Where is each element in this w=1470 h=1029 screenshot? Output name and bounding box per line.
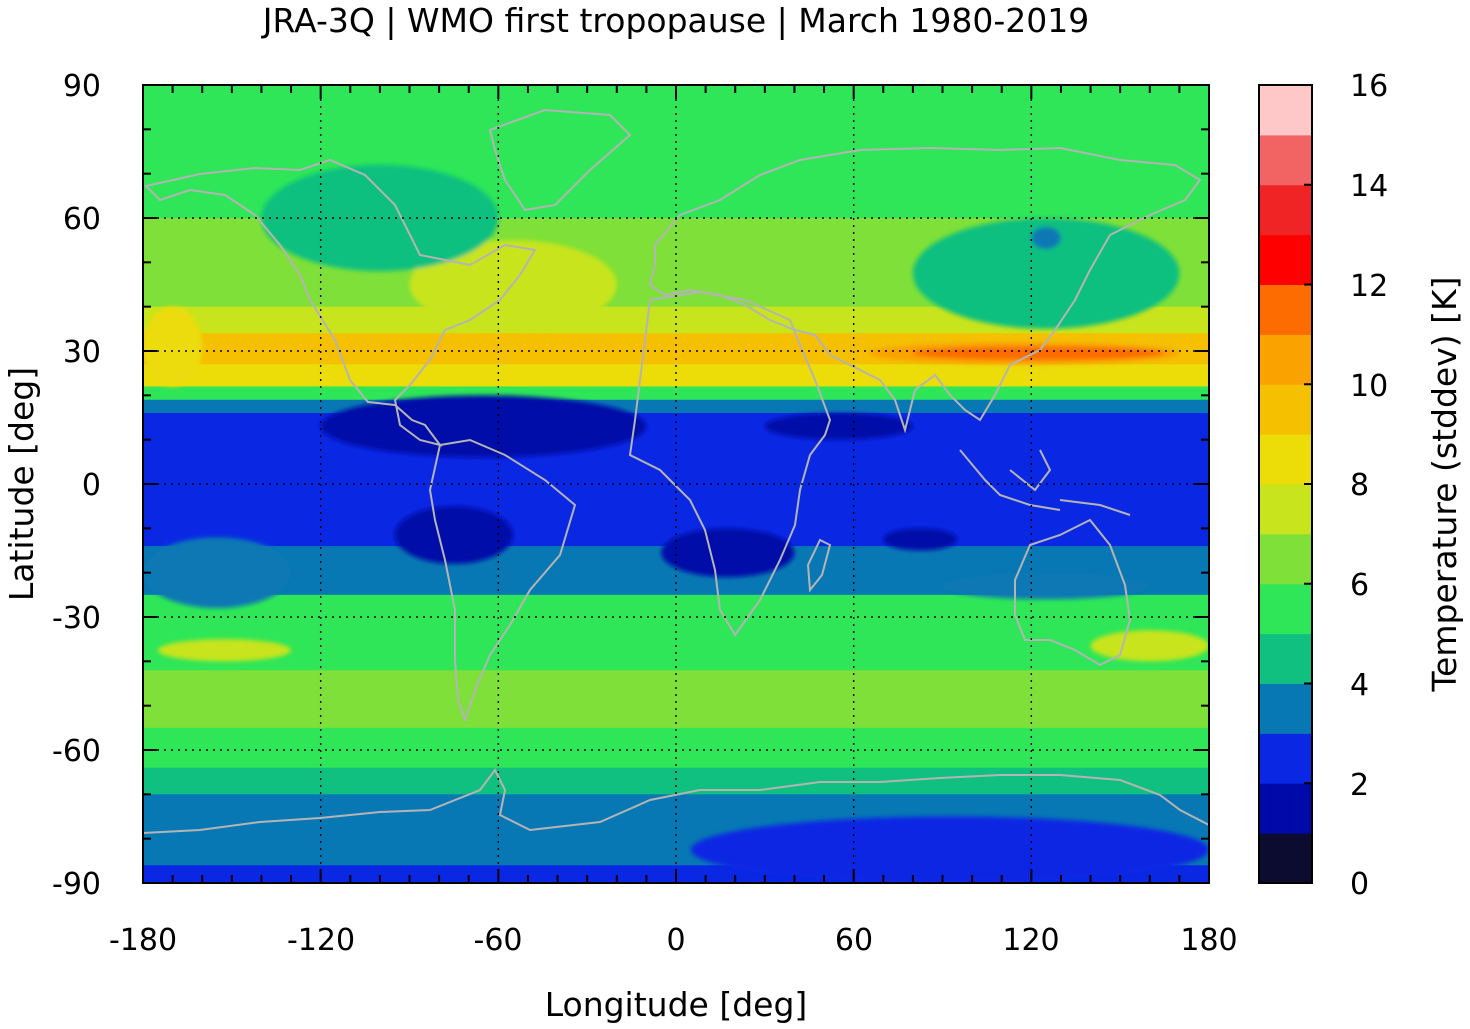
axis-ticks — [142, 84, 1210, 884]
colorbar-tick-label: 16 — [1350, 69, 1388, 104]
contour-feature — [1090, 630, 1209, 662]
colorbar — [1259, 84, 1312, 884]
x-tick-label: -120 — [287, 923, 355, 958]
zonal-band — [143, 364, 1209, 388]
colorbar-tick-label: 10 — [1350, 369, 1388, 404]
colorbar-swatch — [1259, 583, 1312, 635]
colorbar-swatch — [1259, 134, 1312, 186]
zonal-band — [143, 594, 1209, 618]
y-tick-label: -90 — [52, 867, 101, 902]
contour-feature — [883, 528, 958, 551]
y-tick-label: 90 — [63, 69, 101, 104]
x-axis-label: Longitude [deg] — [545, 985, 808, 1024]
colorbar-frame — [1258, 84, 1313, 884]
colorbar-swatch — [1259, 683, 1312, 734]
colorbar-swatch — [1259, 284, 1312, 335]
contour-feature — [1031, 226, 1061, 250]
x-tick-label: -180 — [109, 923, 177, 958]
contour-feature — [320, 395, 647, 458]
greenland-coastline — [488, 108, 632, 212]
colorbar-swatch — [1259, 733, 1312, 784]
grid-lines — [143, 85, 1209, 883]
x-tick-label: 180 — [1180, 923, 1237, 958]
madagascar-coastline — [806, 538, 832, 593]
y-tick-label: 60 — [63, 202, 101, 237]
colorbar-tick-label: 12 — [1350, 269, 1388, 304]
colorbar-tick-label: 14 — [1350, 169, 1388, 204]
y-tick-label: -30 — [52, 601, 101, 636]
antarctica-coastline — [143, 768, 1209, 834]
colorbar-swatch — [1259, 633, 1312, 684]
x-tick-label: 60 — [835, 923, 873, 958]
zonal-band — [143, 727, 1209, 769]
contour-feature — [661, 528, 795, 578]
contour-feature — [143, 306, 203, 387]
colorbar-swatch — [1259, 384, 1312, 435]
colorbar-tick-label: 0 — [1350, 867, 1369, 902]
contour-feature — [157, 639, 292, 662]
colorbar-swatch — [1259, 184, 1312, 236]
chart-title: JRA-3Q | WMO first tropopause | March 19… — [261, 1, 1089, 40]
contour-feature — [394, 506, 514, 564]
contour-feature — [143, 537, 292, 609]
maritime-continent-coastline — [959, 449, 1131, 516]
contour-feature — [261, 164, 499, 272]
contour-feature — [912, 217, 1180, 329]
eurasia-coastline — [648, 146, 1202, 434]
y-tick-label: -60 — [52, 734, 101, 769]
colorbar-tick-label: 8 — [1350, 468, 1369, 503]
colorbar-tick-label: 2 — [1350, 768, 1369, 803]
contour-feature — [690, 816, 1209, 883]
y-tick-label: 30 — [63, 335, 101, 370]
contour-features — [143, 164, 1209, 883]
colorbar-tick-label: 6 — [1350, 568, 1369, 603]
africa-coastline — [628, 290, 832, 637]
y-tick-labels: 90 60 30 0 -30 -60 -90 — [52, 69, 101, 902]
colorbar-tick-labels: 16 14 12 10 8 6 4 2 0 — [1350, 69, 1388, 902]
north-america-coastline — [144, 158, 537, 447]
colorbar-swatch — [1259, 533, 1312, 585]
x-tick-label: -60 — [474, 923, 523, 958]
y-tick-label: 0 — [82, 468, 101, 503]
colorbar-swatch — [1259, 234, 1312, 285]
colorbar-label: Temperature (stddev) [K] — [1425, 276, 1464, 692]
colorbar-tick-label: 4 — [1350, 668, 1369, 703]
coastlines — [143, 108, 1209, 834]
y-axis-label: Latitude [deg] — [2, 367, 41, 601]
colorbar-swatch — [1259, 434, 1312, 485]
x-tick-label: 0 — [666, 923, 685, 958]
plot-area — [143, 85, 1209, 883]
colorbar-swatch — [1259, 833, 1312, 884]
colorbar-swatch — [1259, 85, 1312, 136]
contour-feature — [942, 572, 1150, 600]
colorbar-swatch — [1259, 334, 1312, 385]
zonal-band — [143, 670, 1209, 729]
colorbar-swatch — [1259, 783, 1312, 834]
contour-feature — [912, 346, 1165, 360]
colorbar-swatch — [1259, 484, 1312, 535]
contour-feature — [764, 413, 913, 440]
x-tick-labels: -180 -120 -60 0 60 120 180 — [109, 923, 1238, 958]
australia-coastline — [1014, 518, 1132, 667]
x-tick-label: 120 — [1002, 923, 1059, 958]
south-america-coastline — [428, 438, 577, 724]
